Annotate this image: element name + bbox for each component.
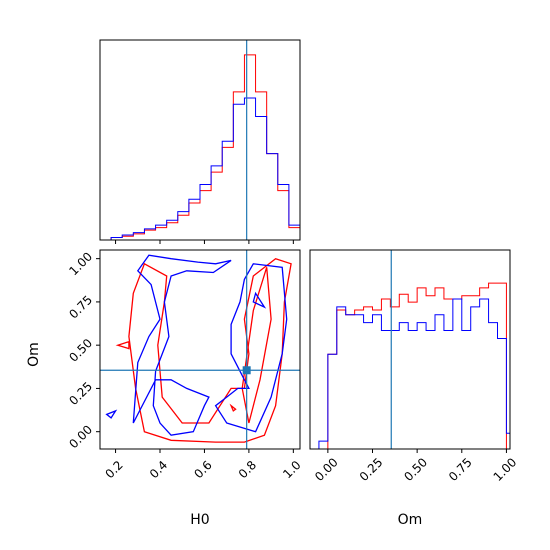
hist-om-xlabel: Om [398, 512, 423, 528]
hist-om-xtick-label-2: 0.50 [401, 455, 430, 484]
contour-ytick-label-3: 0.75 [66, 293, 95, 322]
contour-series-0-level-1 [241, 267, 272, 424]
contour-ylabel: Om [26, 342, 42, 367]
hist-om-xtick-label-3: 0.75 [446, 455, 475, 484]
contour-xtick-label-0: 0.2 [102, 458, 125, 481]
contour-series-1-level-0 [132, 254, 232, 436]
contour-xtick-label-2: 0.6 [191, 458, 214, 481]
hist-om-frame [309, 249, 511, 450]
hist-om-xtick-label-1: 0.25 [357, 455, 386, 484]
hist-h0-frame [99, 39, 301, 241]
contour-series-0-level-3 [229, 403, 237, 412]
contour-ytick-label-1: 0.25 [66, 379, 95, 408]
contour-series-1-level-2 [252, 291, 267, 309]
contour-xtick-label-4: 1.0 [280, 458, 303, 481]
contour-series-0-level-2 [115, 340, 130, 350]
truth-marker [242, 366, 251, 375]
contour-series-1-level-1 [214, 263, 288, 433]
contour-ytick-label-0: 0.00 [66, 423, 95, 452]
contour-ytick-label-4: 1.00 [66, 249, 95, 278]
hist-h0-series-1 [100, 97, 301, 241]
contour-ytick-label-2: 0.50 [66, 336, 95, 365]
contour-series-0-level-0 [128, 257, 292, 443]
contour-frame [99, 249, 301, 450]
contour-xtick-label-3: 0.8 [236, 458, 259, 481]
hist-om-xtick-label-4: 1.00 [491, 455, 520, 484]
hist-h0-series-0 [100, 54, 301, 241]
contour-xtick-label-1: 0.4 [147, 458, 170, 481]
hist-om-xtick-label-0: 0.00 [312, 455, 341, 484]
hist-om-series-1 [310, 298, 511, 450]
contour-xlabel: H0 [190, 512, 209, 528]
contour-series-1-level-3 [105, 409, 118, 419]
hist-om-series-0 [310, 282, 510, 450]
